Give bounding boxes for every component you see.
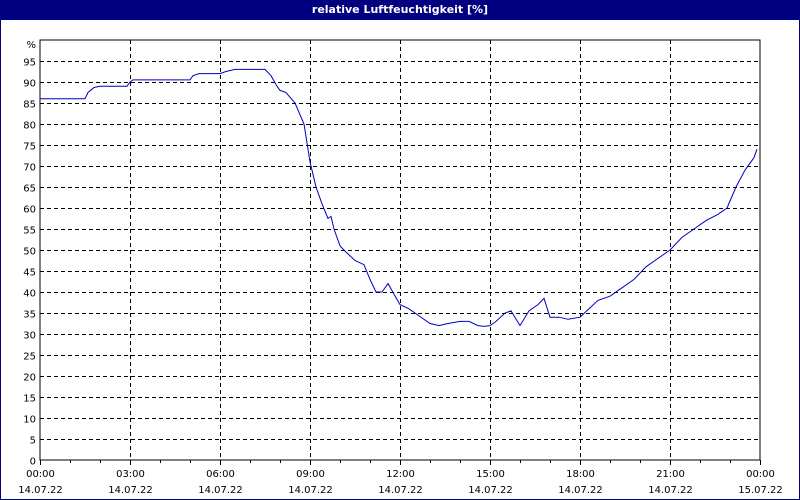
y-tick-label: 15: [23, 394, 36, 405]
y-unit-label: %: [26, 40, 36, 51]
x-tick-date: 14.07.22: [648, 485, 693, 496]
y-tick-label: 65: [23, 184, 36, 195]
x-tick-date: 14.07.22: [288, 485, 333, 496]
x-tick-date: 14.07.22: [198, 485, 243, 496]
x-tick-time: 18:00: [566, 469, 595, 480]
x-tick-time: 06:00: [206, 469, 235, 480]
y-tick-label: 85: [23, 100, 36, 111]
x-tick-date: 14.07.22: [108, 485, 153, 496]
x-tick-date: 14.07.22: [378, 485, 423, 496]
y-tick-label: 50: [23, 247, 36, 258]
x-tick-time: 12:00: [386, 469, 415, 480]
y-tick-label: 75: [23, 142, 36, 153]
y-tick-label: 35: [23, 310, 36, 321]
y-tick-label: 0: [30, 457, 36, 468]
x-tick-date: 15.07.22: [738, 485, 783, 496]
y-tick-label: 40: [23, 289, 36, 300]
x-tick-date: 14.07.22: [558, 485, 603, 496]
grid-lines: [40, 40, 760, 460]
y-tick-label: 45: [23, 268, 36, 279]
y-tick-label: 60: [23, 205, 36, 216]
y-tick-label: 95: [23, 58, 36, 69]
humidity-line: [40, 68, 758, 327]
y-tick-label: 55: [23, 226, 36, 237]
x-tick-time: 00:00: [746, 469, 775, 480]
y-tick-label: 25: [23, 352, 36, 363]
x-tick-date: 14.07.22: [18, 485, 63, 496]
y-tick-label: 80: [23, 121, 36, 132]
x-tick-time: 21:00: [656, 469, 685, 480]
y-tick-label: 30: [23, 331, 36, 342]
x-tick-time: 09:00: [296, 469, 325, 480]
y-tick-label: 90: [23, 79, 36, 90]
y-tick-label: 20: [23, 373, 36, 384]
y-axis: 0 5 10 15 20 25 30 35 40 45 50 55 60 65 70 75 80 85 90 95%: [23, 40, 36, 468]
y-tick-label: 10: [23, 415, 36, 426]
x-tick-time: 15:00: [476, 469, 505, 480]
y-tick-label: 5: [30, 436, 36, 447]
x-axis: 00:00 14.07.22 03:00 14.07.22 06:00 14.07.22 0…: [18, 460, 783, 496]
x-tick-time: 03:00: [116, 469, 145, 480]
x-tick-time: 00:00: [26, 469, 55, 480]
x-tick-date: 14.07.22: [468, 485, 513, 496]
y-tick-label: 70: [23, 163, 36, 174]
chart-title: relative Luftfeuchtigkeit [%]: [0, 0, 800, 20]
